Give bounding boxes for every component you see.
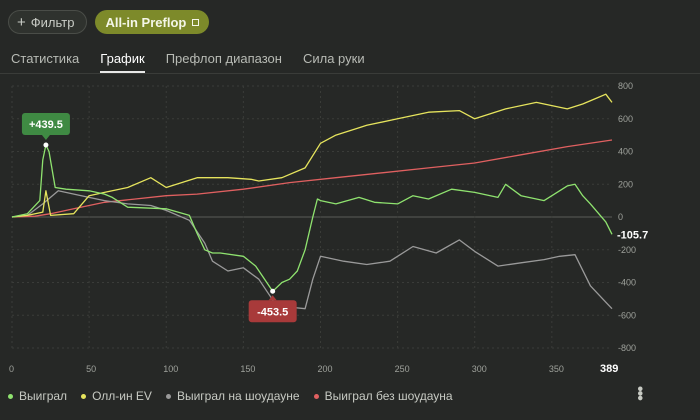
max-point-marker xyxy=(43,142,49,148)
series-line xyxy=(11,93,613,218)
min-badge xyxy=(248,300,297,323)
legend-label: Выиграл без шоудауна xyxy=(324,389,453,403)
min-point-marker xyxy=(270,288,276,294)
max-badge-label: +439.5 xyxy=(29,119,63,131)
legend-dot xyxy=(165,393,171,399)
active-filter-chip[interactable]: All-in Preflop xyxy=(95,10,210,34)
legend-dot xyxy=(313,393,319,399)
legend-label: Выиграл на шоудауне xyxy=(176,389,300,403)
x-tick-label: 350 xyxy=(549,364,564,374)
legend-item-allin-ev[interactable]: Олл-ин EV xyxy=(81,389,152,403)
active-filter-label: All-in Preflop xyxy=(105,14,187,30)
square-icon xyxy=(192,18,200,26)
x-end-label: 389 xyxy=(600,363,618,375)
y-tick-label: 600 xyxy=(618,114,633,124)
legend-label: Олл-ин EV xyxy=(92,389,152,403)
vertical-dots-icon[interactable]: ••• xyxy=(631,386,648,400)
legend-label: Выиграл xyxy=(19,389,68,403)
x-tick-label: 50 xyxy=(86,364,96,374)
filter-bar: + Фильтр All-in Preflop xyxy=(8,10,210,36)
y-tick-label: -600 xyxy=(618,310,636,320)
y-tick-label: 800 xyxy=(618,81,633,91)
min-badge-label: -453.5 xyxy=(257,306,288,318)
x-tick-label: 0 xyxy=(9,364,14,374)
max-badge xyxy=(21,113,70,136)
x-tick-label: 150 xyxy=(240,364,255,374)
series-line xyxy=(11,139,613,218)
tab-graph[interactable]: График xyxy=(100,51,145,73)
x-tick-label: 200 xyxy=(317,364,332,374)
legend-item-non-showdown[interactable]: Выиграл без шоудауна xyxy=(313,389,453,403)
results-chart[interactable]: 800 600 400 200 0 -200 -400 -600 -800 0 50 100 150 20… xyxy=(0,76,700,376)
min-badge-pointer xyxy=(268,295,277,301)
y-tick-label: 0 xyxy=(618,212,623,222)
x-tick-label: 250 xyxy=(395,364,410,374)
tab-preflop-range[interactable]: Префлоп диапазон xyxy=(165,51,282,66)
y-tick-label: 400 xyxy=(618,147,633,157)
y-tick-label: -400 xyxy=(618,278,636,288)
end-value-label: -105.7 xyxy=(617,229,648,241)
legend-item-showdown[interactable]: Выиграл на шоудауне xyxy=(165,389,300,403)
x-tick-label: 300 xyxy=(472,364,487,374)
chart-legend: Выиграл Олл-ин EV Выиграл на шоудауне Вы… xyxy=(8,389,453,403)
add-filter-label: Фильтр xyxy=(30,14,75,30)
legend-dot xyxy=(81,393,87,399)
tab-statistics[interactable]: Статистика xyxy=(11,51,80,66)
max-badge-pointer xyxy=(41,135,50,141)
x-tick-label: 100 xyxy=(163,364,178,374)
tab-bar: Статистика График Префлоп диапазон Сила … xyxy=(11,51,386,73)
legend-item-won[interactable]: Выиграл xyxy=(8,389,67,403)
add-filter-button[interactable]: + Фильтр xyxy=(8,10,88,34)
tab-hand-strength[interactable]: Сила руки xyxy=(302,51,365,66)
y-tick-label: 200 xyxy=(618,179,633,189)
legend-dot xyxy=(8,393,13,399)
tabs-divider xyxy=(0,73,700,74)
y-tick-label: -200 xyxy=(618,245,636,255)
series-line xyxy=(11,144,613,292)
y-tick-label: -800 xyxy=(618,343,636,353)
plus-icon: + xyxy=(17,13,26,31)
